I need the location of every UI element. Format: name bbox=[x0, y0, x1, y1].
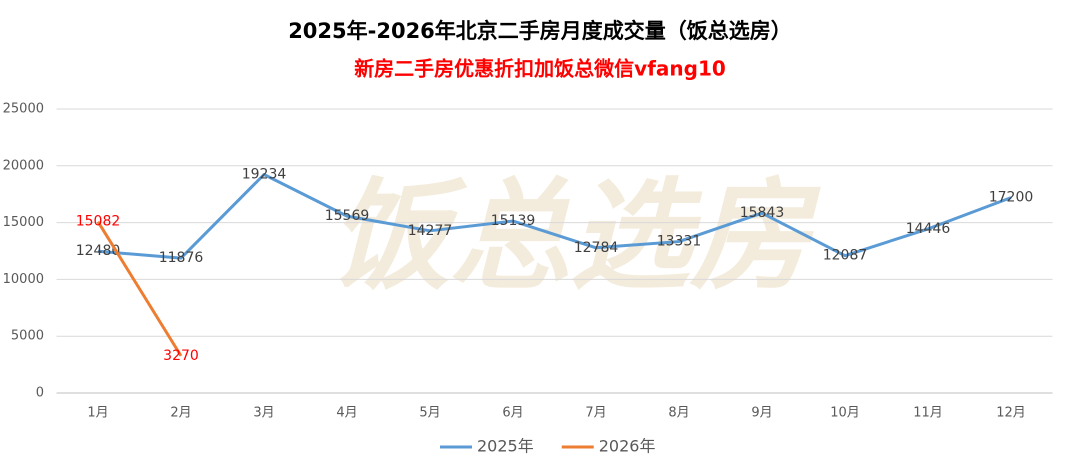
x-tick-label: 5月 bbox=[419, 406, 440, 421]
legend-label: 2026年 bbox=[599, 437, 656, 456]
data-label: 3270 bbox=[163, 348, 199, 364]
x-tick-label: 2月 bbox=[170, 406, 191, 421]
data-label: 15569 bbox=[325, 208, 370, 224]
chart-title: 2025年-2026年北京二手房月度成交量（饭总选房） bbox=[288, 19, 792, 43]
y-tick-label: 10000 bbox=[3, 272, 44, 287]
data-label: 15082 bbox=[76, 214, 121, 230]
data-label: 11876 bbox=[159, 250, 204, 266]
x-tick-label: 6月 bbox=[502, 406, 523, 421]
x-tick-label: 3月 bbox=[253, 406, 274, 421]
x-tick-label: 1月 bbox=[87, 406, 108, 421]
data-label: 14277 bbox=[408, 223, 453, 239]
y-tick-label: 15000 bbox=[3, 215, 44, 230]
x-tick-label: 10月 bbox=[830, 406, 860, 421]
series-line bbox=[96, 220, 183, 357]
x-tick-label: 12月 bbox=[996, 406, 1026, 421]
legend-label: 2025年 bbox=[477, 437, 534, 456]
data-label: 15843 bbox=[740, 205, 785, 221]
y-tick-label: 20000 bbox=[3, 158, 44, 173]
data-label: 12480 bbox=[76, 243, 121, 259]
watermark: 饭总选房 bbox=[330, 168, 821, 307]
data-label: 19234 bbox=[242, 167, 287, 183]
data-label: 12087 bbox=[823, 248, 868, 264]
y-tick-label: 0 bbox=[36, 386, 44, 401]
data-label: 13331 bbox=[657, 234, 702, 250]
x-tick-label: 8月 bbox=[668, 406, 689, 421]
chart-subtitle: 新房二手房优惠折扣加饭总微信vfang10 bbox=[354, 57, 726, 81]
x-tick-label: 9月 bbox=[751, 406, 772, 421]
x-tick-label: 7月 bbox=[585, 406, 606, 421]
y-tick-label: 25000 bbox=[3, 102, 44, 117]
x-tick-label: 11月 bbox=[913, 406, 943, 421]
series-line bbox=[97, 173, 1012, 260]
data-label: 17200 bbox=[989, 190, 1034, 206]
data-label: 15139 bbox=[491, 213, 536, 229]
y-tick-label: 5000 bbox=[11, 329, 44, 344]
data-label: 12784 bbox=[574, 240, 619, 256]
x-tick-label: 4月 bbox=[336, 406, 357, 421]
data-label: 14446 bbox=[906, 221, 951, 237]
